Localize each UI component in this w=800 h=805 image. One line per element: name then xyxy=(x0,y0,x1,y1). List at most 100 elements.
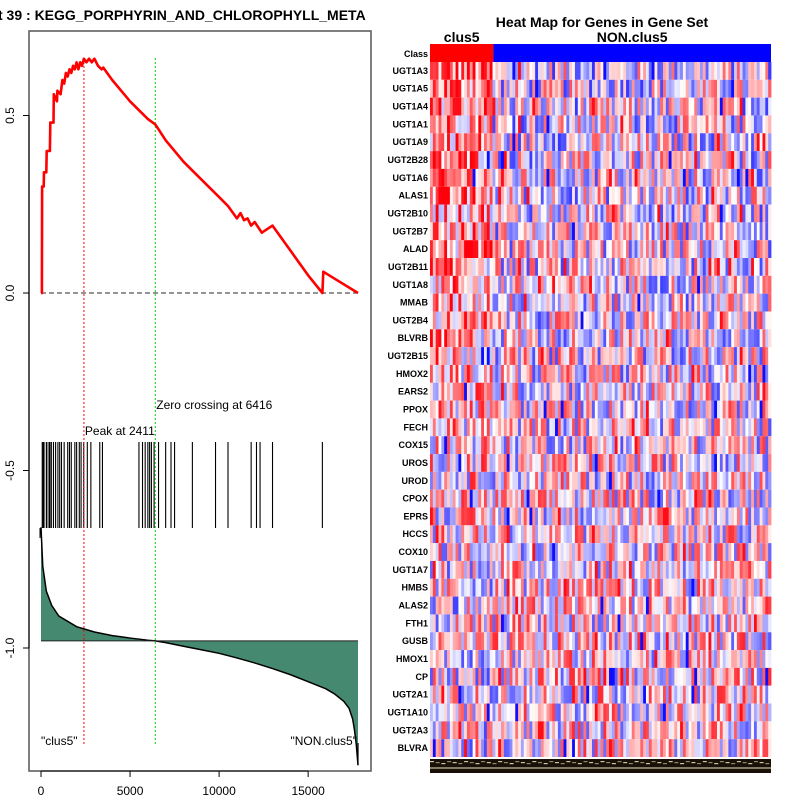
heatmap-row xyxy=(430,400,772,419)
heatmap-cell xyxy=(714,97,718,116)
heatmap-cell xyxy=(458,614,462,633)
heatmap-cell xyxy=(452,400,456,419)
heatmap-cell xyxy=(728,489,732,508)
heatmap-cell xyxy=(549,400,553,419)
heatmap-cell xyxy=(768,151,772,169)
heatmap-cell xyxy=(708,168,712,187)
heatmap-cell xyxy=(591,204,596,223)
heatmap-cell xyxy=(691,418,695,437)
heatmap-cell xyxy=(515,436,519,455)
heatmap-cell xyxy=(719,151,724,169)
heatmap-cell xyxy=(577,489,582,508)
heatmap-cell xyxy=(685,543,689,561)
heatmap-cell xyxy=(546,62,550,80)
heatmap-cell xyxy=(654,382,658,401)
heatmap-cell xyxy=(574,168,579,187)
heatmap-cell xyxy=(722,436,726,455)
heatmap-cell xyxy=(742,614,746,633)
heatmap-cell xyxy=(518,560,522,579)
heatmap-cell xyxy=(663,240,667,259)
heatmap-cell xyxy=(609,543,613,561)
heatmap-cell xyxy=(620,454,624,472)
heatmap-cell xyxy=(529,222,533,241)
heatmap-row xyxy=(430,721,772,740)
heatmap-cell xyxy=(691,454,695,472)
heatmap-cell xyxy=(583,578,587,597)
heatmap-cell xyxy=(620,240,624,259)
heatmap-cell xyxy=(520,560,525,579)
heatmap-cell xyxy=(654,632,658,651)
heatmap-cell xyxy=(540,97,545,116)
heatmap-cell xyxy=(668,347,672,365)
heatmap-cell xyxy=(645,97,650,116)
heatmap-cell xyxy=(628,311,633,330)
heatmap-cell xyxy=(441,489,445,508)
heatmap-cell xyxy=(501,578,505,597)
heatmap-cell xyxy=(452,382,456,401)
heatmap-cell xyxy=(509,79,513,98)
heatmap-cell xyxy=(643,454,647,472)
heatmap-cell xyxy=(478,418,482,437)
heatmap-cell xyxy=(617,489,621,508)
heatmap-cell xyxy=(509,703,513,722)
heatmap-cell xyxy=(441,97,445,116)
heatmap-cell xyxy=(461,400,465,419)
heatmap-cell xyxy=(645,578,650,597)
heatmap-cell xyxy=(464,329,468,348)
heatmap-cell xyxy=(574,293,579,312)
heatmap-cell xyxy=(444,115,448,134)
heatmap-cell xyxy=(449,329,454,348)
heatmap-cell xyxy=(628,240,633,259)
heatmap-cell xyxy=(492,151,496,169)
heatmap-cell xyxy=(731,739,735,757)
heatmap-cell xyxy=(634,347,638,365)
heatmap-cell xyxy=(626,543,630,561)
column-label-mark xyxy=(657,762,662,764)
heatmap-cell xyxy=(501,168,505,187)
heatmap-cell xyxy=(444,240,448,259)
heatmap-cell xyxy=(725,721,729,740)
heatmap-cell xyxy=(609,222,613,241)
heatmap-cell xyxy=(543,275,547,294)
heatmap-cell xyxy=(580,364,584,383)
heatmap-cell xyxy=(529,240,533,259)
heatmap-cell xyxy=(555,489,559,508)
heatmap-cell xyxy=(523,186,528,205)
heatmap-cell xyxy=(589,543,593,561)
heatmap-cell xyxy=(688,525,692,544)
heatmap-cell xyxy=(611,151,616,169)
heatmap-cell xyxy=(549,97,553,116)
heatmap-cell xyxy=(728,151,732,169)
heatmap-cell xyxy=(489,168,493,187)
heatmap-cell xyxy=(486,204,491,223)
heatmap-cell xyxy=(611,133,616,152)
heatmap-cell xyxy=(759,614,763,633)
heatmap-cell xyxy=(540,525,545,544)
heatmap-cell xyxy=(637,560,641,579)
heatmap-cell xyxy=(469,240,474,259)
heatmap-cell xyxy=(464,614,468,633)
heatmap-cell xyxy=(643,507,647,526)
heatmap-cell xyxy=(668,721,672,740)
heatmap-cell xyxy=(495,311,499,330)
heatmap-cell xyxy=(478,560,482,579)
heatmap-cell xyxy=(648,543,653,561)
heatmap-cell xyxy=(697,507,701,526)
heatmap-cell xyxy=(722,632,726,651)
heatmap-cell xyxy=(449,151,454,169)
heatmap-cell xyxy=(535,632,539,651)
heatmap-cell xyxy=(555,347,559,365)
heatmap-cell xyxy=(455,721,459,740)
heatmap-cell xyxy=(628,168,633,187)
heatmap-cell xyxy=(660,418,664,437)
heatmap-cell xyxy=(606,560,610,579)
heatmap-cell xyxy=(688,186,692,205)
heatmap-cell xyxy=(458,168,462,187)
heatmap-cell xyxy=(520,543,525,561)
heatmap-cell xyxy=(728,436,732,455)
heatmap-cell xyxy=(745,222,749,241)
heatmap-cell xyxy=(529,739,533,757)
heatmap-cell xyxy=(685,436,689,455)
heatmap-cell xyxy=(739,62,743,80)
heatmap-cell xyxy=(435,578,439,597)
